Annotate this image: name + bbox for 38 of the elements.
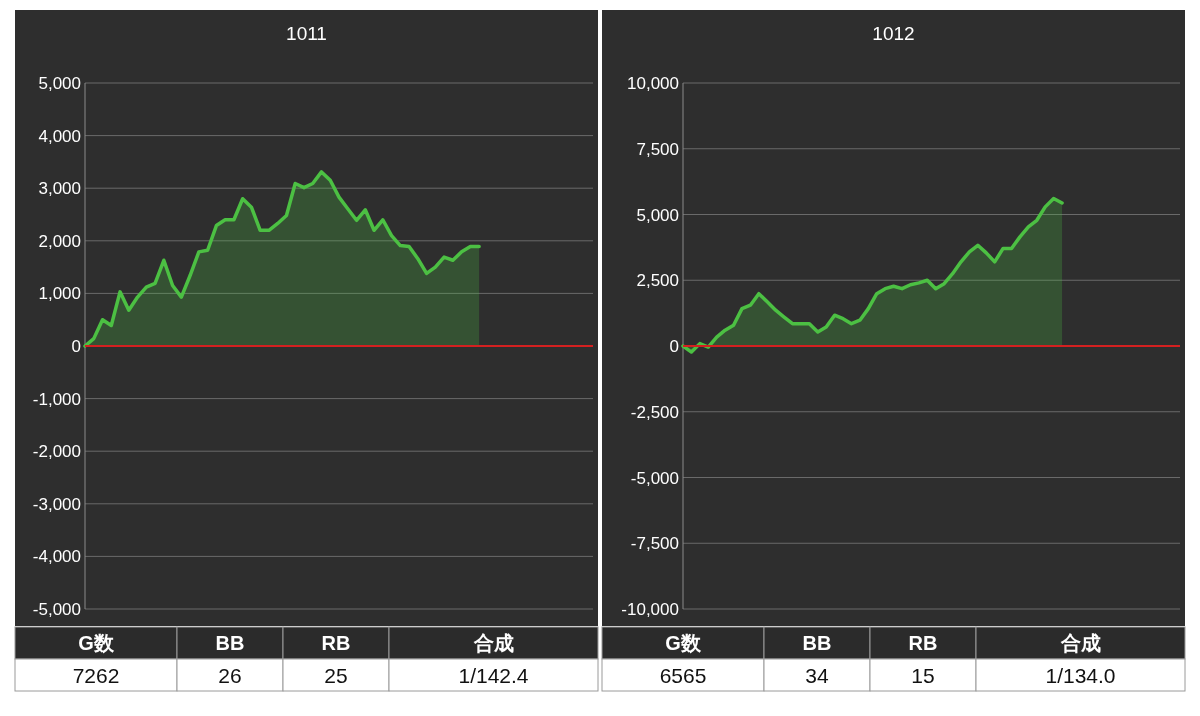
text: G数 [78, 632, 115, 654]
text: BB [802, 632, 832, 654]
y-tick-label: 1,000 [38, 284, 81, 304]
y-tick-label: 10,000 [627, 74, 679, 93]
y-tick-label: 0 [669, 337, 679, 356]
y-tick-label: -4,000 [32, 547, 81, 567]
text: 6565 [659, 664, 707, 687]
text: RB [321, 632, 351, 654]
text: 34 [805, 664, 829, 687]
y-tick-label: -5,000 [630, 468, 679, 488]
text: G数 [665, 632, 702, 654]
y-tick-label: -2,000 [32, 442, 81, 462]
chart-title: 1011 [286, 23, 327, 44]
y-tick-label: -2,500 [630, 402, 679, 422]
y-tick-label: 7,500 [636, 139, 679, 159]
y-tick-label: -5,000 [32, 600, 81, 619]
y-tick-label: 3,000 [38, 179, 81, 199]
y-tick-label: 2,500 [636, 271, 679, 291]
text: 合成 [1059, 632, 1101, 654]
y-tick-label: -1,000 [32, 389, 81, 409]
y-tick-label: 5,000 [38, 74, 81, 93]
text: BB [215, 632, 245, 654]
text: 合成 [472, 632, 514, 654]
text: 7262 [72, 664, 120, 687]
y-tick-label: -7,500 [630, 534, 679, 554]
y-tick-label: -3,000 [32, 494, 81, 514]
y-tick-label: 4,000 [38, 126, 81, 146]
y-tick-label: 0 [71, 337, 81, 356]
text: 15 [911, 664, 935, 687]
y-tick-label: 2,000 [38, 231, 81, 251]
text: 1/142.4 [458, 664, 529, 687]
chart-title: 1012 [872, 23, 915, 44]
text: RB [908, 632, 938, 654]
text: 1/134.0 [1045, 664, 1116, 687]
y-tick-label: -10,000 [621, 600, 679, 619]
text: 26 [218, 664, 242, 687]
text: 25 [324, 664, 348, 687]
y-tick-label: 5,000 [636, 205, 679, 225]
